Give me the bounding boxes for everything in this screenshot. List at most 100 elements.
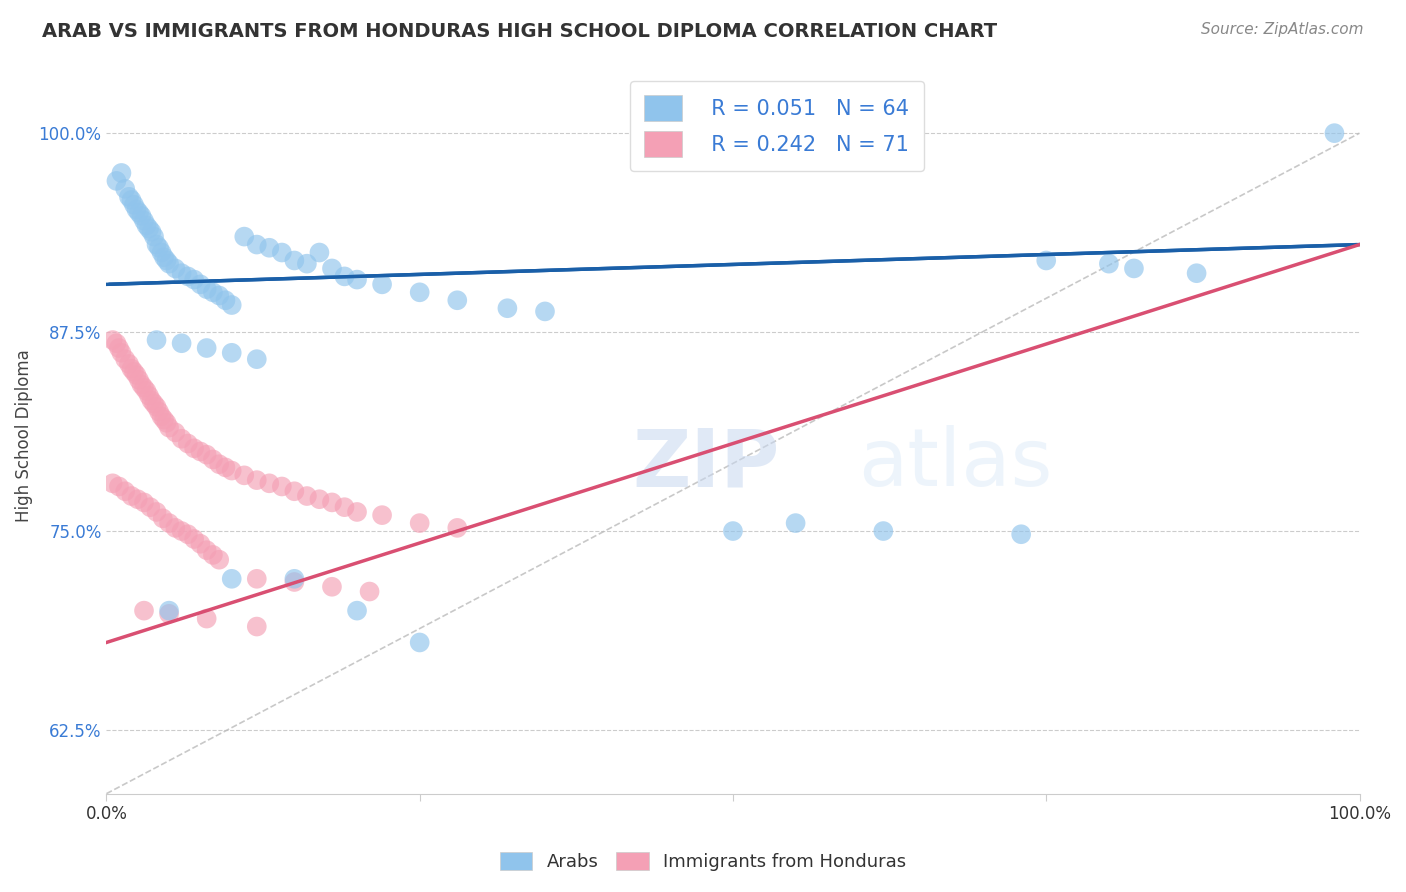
Point [177, 436, 200, 450]
Legend:   R = 0.051   N = 64,   R = 0.242   N = 71: R = 0.051 N = 64, R = 0.242 N = 71 [630, 80, 924, 171]
Point [1323, 126, 1346, 140]
Point [283, 574, 305, 589]
Point [190, 277, 212, 292]
Point [721, 524, 744, 538]
Point [346, 272, 368, 286]
Point [534, 304, 557, 318]
Point [183, 532, 205, 546]
Point [122, 365, 145, 379]
Point [135, 384, 157, 398]
Point [371, 508, 394, 523]
Point [132, 495, 155, 509]
Point [321, 261, 343, 276]
Point [208, 288, 231, 302]
Point [1123, 261, 1146, 276]
Point [110, 346, 132, 360]
Point [346, 505, 368, 519]
Text: atlas: atlas [858, 425, 1053, 503]
Point [132, 604, 155, 618]
Point [233, 229, 256, 244]
Point [131, 209, 153, 223]
Point [408, 516, 430, 530]
Point [259, 476, 281, 491]
Point [148, 405, 170, 419]
Point [246, 619, 269, 633]
Point [246, 237, 269, 252]
Point [127, 492, 149, 507]
Point [170, 432, 193, 446]
Point [333, 500, 356, 515]
Point [157, 604, 180, 618]
Point [165, 521, 187, 535]
Point [246, 572, 269, 586]
Point [259, 241, 281, 255]
Point [183, 272, 205, 286]
Point [170, 336, 193, 351]
Point [295, 257, 318, 271]
Point [270, 245, 292, 260]
Point [190, 444, 212, 458]
Point [221, 572, 243, 586]
Point [233, 468, 256, 483]
Point [208, 457, 231, 471]
Point [138, 221, 160, 235]
Point [283, 253, 305, 268]
Point [150, 245, 173, 260]
Point [139, 500, 162, 515]
Point [153, 250, 176, 264]
Y-axis label: High School Diploma: High School Diploma [15, 349, 32, 522]
Point [114, 352, 136, 367]
Point [201, 452, 224, 467]
Point [333, 269, 356, 284]
Point [1098, 257, 1121, 271]
Point [214, 460, 236, 475]
Point [141, 225, 163, 239]
Point [150, 409, 173, 424]
Legend: Arabs, Immigrants from Honduras: Arabs, Immigrants from Honduras [492, 845, 914, 879]
Text: ARAB VS IMMIGRANTS FROM HONDURAS HIGH SCHOOL DIPLOMA CORRELATION CHART: ARAB VS IMMIGRANTS FROM HONDURAS HIGH SC… [42, 22, 997, 41]
Point [201, 548, 224, 562]
Point [114, 182, 136, 196]
Point [138, 389, 160, 403]
Point [143, 397, 166, 411]
Point [321, 580, 343, 594]
Point [1010, 527, 1032, 541]
Point [321, 495, 343, 509]
Point [108, 479, 131, 493]
Point [157, 420, 180, 434]
Point [128, 373, 150, 387]
Point [496, 301, 519, 316]
Point [105, 174, 128, 188]
Point [101, 476, 124, 491]
Point [145, 237, 167, 252]
Point [214, 293, 236, 308]
Point [308, 492, 330, 507]
Point [270, 479, 292, 493]
Point [408, 635, 430, 649]
Point [283, 572, 305, 586]
Point [208, 552, 231, 566]
Point [408, 285, 430, 300]
Point [143, 229, 166, 244]
Point [101, 333, 124, 347]
Point [145, 400, 167, 414]
Point [165, 425, 187, 440]
Point [195, 341, 218, 355]
Point [195, 282, 218, 296]
Point [121, 193, 143, 207]
Point [190, 537, 212, 551]
Point [872, 524, 894, 538]
Point [1035, 253, 1057, 268]
Point [446, 293, 468, 308]
Point [141, 393, 163, 408]
Point [308, 245, 330, 260]
Point [221, 346, 243, 360]
Point [157, 607, 180, 621]
Point [118, 190, 141, 204]
Point [221, 298, 243, 312]
Point [132, 213, 155, 227]
Point [155, 253, 177, 268]
Point [170, 524, 193, 538]
Point [153, 412, 176, 426]
Point [132, 381, 155, 395]
